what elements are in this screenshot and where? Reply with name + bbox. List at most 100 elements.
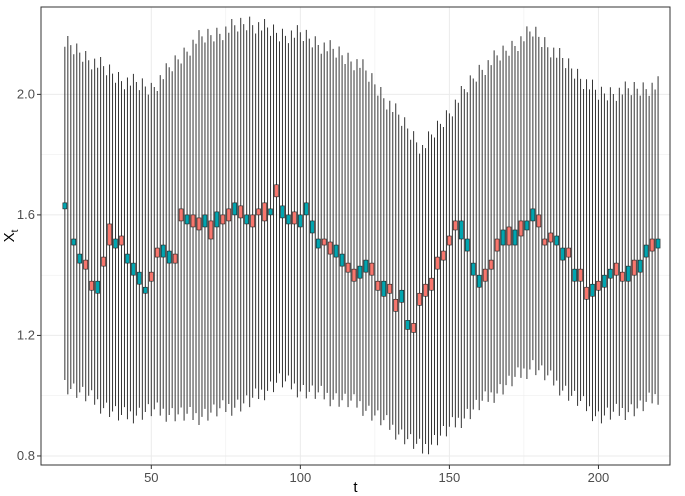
candle-body bbox=[548, 232, 554, 243]
candle-body bbox=[411, 323, 416, 333]
candle-body bbox=[578, 268, 583, 282]
candle-body bbox=[608, 268, 613, 279]
candle-body bbox=[137, 271, 142, 285]
candle-body bbox=[113, 238, 118, 249]
candle-body bbox=[530, 208, 536, 222]
candle-body bbox=[393, 298, 399, 312]
candle-body bbox=[518, 220, 524, 237]
candle-body bbox=[89, 280, 94, 291]
candle-body bbox=[423, 283, 428, 297]
candle-body bbox=[256, 208, 261, 216]
candle-body bbox=[620, 271, 625, 282]
candle-body bbox=[512, 229, 518, 246]
candle-body bbox=[554, 235, 560, 246]
candle-body bbox=[119, 235, 124, 246]
y-axis-title-subscript: t bbox=[10, 229, 21, 232]
candle-body bbox=[327, 241, 333, 255]
candle-body bbox=[488, 259, 494, 270]
candle-body bbox=[107, 223, 112, 246]
grid bbox=[41, 7, 670, 465]
candle-body bbox=[178, 208, 184, 222]
candle-body bbox=[315, 238, 321, 249]
y-tick-label: 0.8 bbox=[17, 448, 35, 463]
candle-body bbox=[298, 214, 303, 228]
x-tick-label: 100 bbox=[289, 470, 311, 485]
candle-body bbox=[238, 205, 244, 219]
candle-body bbox=[131, 262, 136, 276]
candle-body bbox=[286, 214, 291, 225]
candle-body bbox=[148, 271, 154, 282]
candle-body bbox=[417, 292, 422, 306]
y-axis-title-main: X bbox=[1, 232, 18, 242]
candle-body bbox=[172, 253, 178, 264]
candle-body bbox=[339, 253, 345, 267]
candle-body bbox=[83, 259, 89, 270]
candle-body bbox=[154, 247, 160, 258]
candle-body bbox=[274, 184, 279, 198]
candle-body bbox=[190, 214, 196, 228]
candle-body bbox=[470, 262, 476, 276]
candle-body bbox=[184, 214, 190, 225]
candle-body bbox=[357, 265, 363, 279]
candle-body bbox=[160, 244, 166, 258]
candle-body bbox=[166, 250, 172, 264]
candle-body bbox=[202, 214, 208, 228]
candle-body bbox=[596, 280, 601, 291]
candle-body bbox=[321, 238, 327, 246]
candle-body bbox=[220, 214, 226, 225]
candle-body bbox=[399, 289, 405, 303]
candle-body bbox=[494, 238, 500, 252]
candle-body bbox=[560, 247, 565, 261]
x-axis-title: t bbox=[353, 479, 358, 496]
candle-body bbox=[208, 220, 214, 240]
candle-body bbox=[262, 202, 267, 222]
candle-body bbox=[309, 220, 315, 234]
candle-body bbox=[125, 253, 130, 264]
y-tick-label: 2.0 bbox=[17, 86, 35, 101]
candle-body bbox=[536, 214, 542, 228]
candle-body bbox=[524, 220, 530, 231]
candle-body bbox=[447, 235, 452, 246]
candle-body bbox=[637, 259, 643, 273]
candle-body bbox=[363, 259, 369, 273]
candles bbox=[62, 16, 661, 455]
candle-body bbox=[250, 214, 255, 228]
candle-body bbox=[631, 259, 637, 276]
candle-body bbox=[345, 262, 351, 273]
candle-body bbox=[369, 262, 375, 276]
candle-body bbox=[214, 211, 220, 228]
y-axis: 0.8 1.2 1.6 2.0 bbox=[17, 86, 41, 463]
candle-body bbox=[387, 283, 393, 294]
candle-body bbox=[244, 214, 249, 225]
candle-body bbox=[95, 280, 100, 294]
candle-body bbox=[643, 244, 649, 258]
candle-body bbox=[292, 211, 297, 225]
candle-body bbox=[614, 262, 619, 276]
candle-body bbox=[566, 247, 571, 258]
candle-body bbox=[602, 274, 607, 288]
candle-body bbox=[71, 238, 77, 246]
candle-body bbox=[405, 320, 410, 330]
x-tick-label: 50 bbox=[144, 470, 158, 485]
candle-body bbox=[143, 286, 148, 294]
x-tick-label: 150 bbox=[439, 470, 461, 485]
y-tick-label: 1.2 bbox=[17, 327, 35, 342]
x-tick-label: 200 bbox=[588, 470, 610, 485]
candle-body bbox=[649, 238, 655, 252]
candle-body bbox=[655, 238, 661, 249]
candle-body bbox=[500, 229, 506, 246]
candle-body bbox=[77, 253, 83, 264]
y-tick-label: 1.6 bbox=[17, 207, 35, 222]
candle-body bbox=[232, 202, 238, 216]
candle-body bbox=[482, 268, 488, 282]
candle-body bbox=[196, 217, 202, 231]
y-axis-title: Xt bbox=[1, 229, 21, 242]
candle-body bbox=[351, 268, 357, 282]
candle-body bbox=[542, 238, 548, 246]
candle-body bbox=[304, 202, 309, 216]
panel-border bbox=[40, 6, 671, 466]
candle-body bbox=[464, 238, 470, 252]
candle-body bbox=[101, 256, 106, 267]
candle-body bbox=[381, 280, 387, 297]
